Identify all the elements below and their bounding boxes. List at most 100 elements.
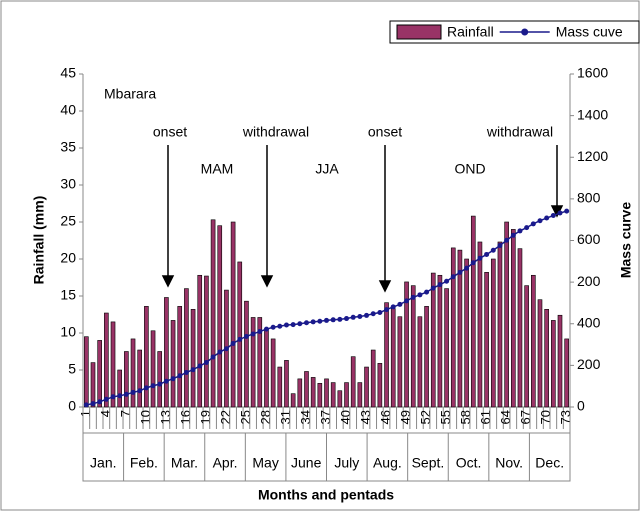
bar (170, 320, 176, 408)
bar (177, 306, 183, 408)
bar (237, 261, 243, 408)
bar (531, 274, 536, 408)
mass-point (510, 232, 516, 238)
mass-point (564, 208, 570, 214)
annotation: onset (368, 124, 402, 140)
y-tick-label: 10 (60, 324, 76, 340)
bar (437, 274, 443, 408)
month-label: Feb. (130, 455, 158, 471)
y2-tick-label: 800 (577, 190, 601, 206)
mass-point (464, 265, 470, 271)
mass-point (370, 311, 376, 317)
mass-point (110, 394, 116, 400)
x-tick-label: 13 (158, 410, 173, 424)
mass-point (350, 314, 356, 320)
month-label: Nov. (495, 455, 523, 471)
mass-point (330, 317, 336, 323)
legend-label: Mass cuve (556, 24, 623, 40)
mass-point (357, 313, 363, 319)
x-tick-label: 34 (298, 410, 313, 424)
month-label: Sept. (412, 455, 445, 471)
bar (124, 351, 129, 408)
bar (244, 300, 249, 408)
mass-point (484, 251, 490, 257)
month-label: July (334, 455, 359, 471)
mass-point (177, 373, 183, 379)
y-tick-label: 25 (60, 213, 76, 229)
bar (537, 299, 543, 408)
bar (350, 356, 356, 408)
mass-point (424, 289, 430, 295)
bar (497, 241, 503, 408)
x-tick-label: 16 (178, 410, 193, 424)
mass-point (317, 318, 323, 324)
mass-point (143, 385, 149, 391)
bar (277, 366, 283, 408)
bar (390, 308, 396, 408)
x-tick-label: 58 (458, 410, 473, 424)
bar (370, 349, 376, 408)
bar (551, 320, 556, 408)
mass-point (183, 369, 189, 375)
bar (504, 221, 509, 408)
x-tick-label: 28 (258, 410, 273, 424)
y2-tick-label: 600 (577, 231, 601, 247)
bar (524, 285, 529, 408)
mass-point (303, 320, 309, 326)
y2-tick-label: 1400 (577, 106, 608, 122)
bar (310, 377, 316, 408)
month-label: Mar. (171, 455, 198, 471)
x-tick-label: 49 (398, 410, 413, 424)
x-tick-label: 46 (378, 410, 393, 424)
bar (90, 362, 96, 408)
bar (337, 390, 343, 408)
mass-point (163, 378, 169, 384)
mass-point (444, 278, 450, 284)
mass-point (417, 292, 423, 298)
annotation: JJA (315, 161, 339, 177)
mass-point (257, 328, 263, 334)
mass-point (337, 316, 343, 322)
bar (510, 229, 516, 408)
legend-label: Rainfall (447, 24, 494, 40)
mass-point (290, 322, 296, 328)
bar (490, 258, 496, 408)
mass-point (83, 402, 89, 408)
y2-tick-label: 1600 (577, 65, 608, 81)
month-label: Aug. (373, 455, 402, 471)
x-tick-label: 52 (418, 410, 433, 424)
bar (104, 312, 109, 408)
mass-point (324, 317, 329, 323)
y-tick-label: 15 (60, 287, 76, 303)
bar (97, 340, 102, 408)
mass-point (504, 237, 510, 243)
x-tick-label: 73 (558, 410, 573, 424)
mass-point (97, 399, 103, 405)
month-label: June (291, 455, 322, 471)
mass-point (544, 215, 550, 221)
bar (364, 366, 369, 408)
bar (397, 316, 403, 408)
bar (297, 378, 303, 408)
bar (270, 338, 276, 408)
mass-point (397, 301, 403, 307)
y-tick-label: 40 (60, 102, 76, 118)
annotation: withdrawal (486, 124, 553, 140)
annotation: onset (153, 124, 187, 140)
bar (484, 272, 489, 408)
month-label: Jan. (90, 455, 116, 471)
bar (430, 272, 436, 408)
bar (150, 330, 156, 408)
mass-point (277, 323, 283, 329)
bar (424, 306, 429, 408)
mass-point (524, 225, 530, 231)
x-tick-label: 43 (358, 410, 373, 424)
mass-point (237, 336, 243, 342)
annotation: withdrawal (242, 124, 309, 140)
annotation: Mbarara (104, 86, 156, 102)
bar (210, 219, 216, 408)
mass-point (364, 312, 370, 318)
bar (257, 317, 263, 408)
